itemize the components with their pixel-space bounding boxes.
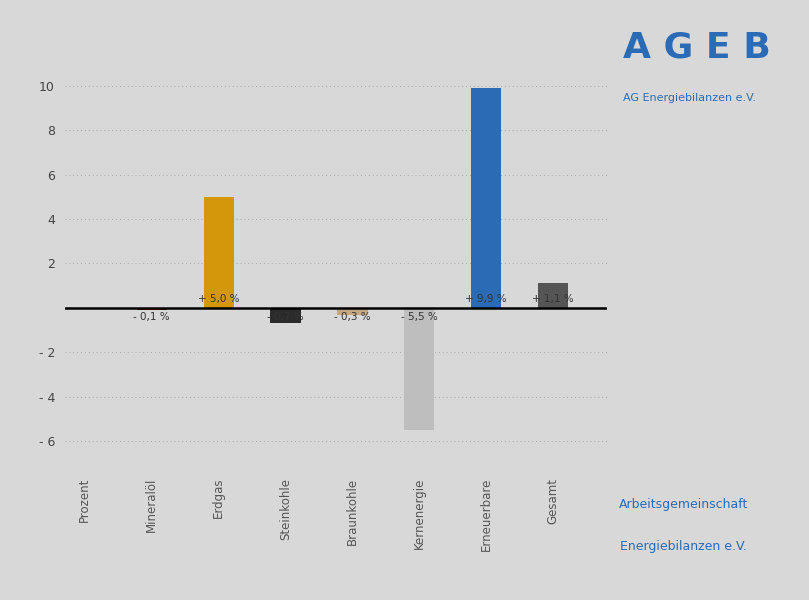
Text: + 1,1 %: + 1,1 % [532,294,574,304]
Bar [204,197,234,308]
Bar [270,308,301,323]
Text: AG Energiebilanzen e.V.: AG Energiebilanzen e.V. [623,93,756,103]
Text: Arbeitsgemeinschaft: Arbeitsgemeinschaft [619,498,748,511]
Bar [137,308,167,310]
Bar [538,283,568,308]
Text: + 5,0 %: + 5,0 % [198,294,239,304]
Text: A G E B: A G E B [623,30,771,64]
Text: - 0,7 %: - 0,7 % [267,312,304,322]
Text: + 9,9 %: + 9,9 % [465,294,507,304]
Text: - 0,1 %: - 0,1 % [133,312,170,322]
Bar [337,308,367,314]
Text: Energiebilanzen e.V.: Energiebilanzen e.V. [621,540,747,553]
Bar [471,88,502,308]
Bar [404,308,434,430]
Text: - 0,3 %: - 0,3 % [334,312,371,322]
Text: - 5,5 %: - 5,5 % [401,312,438,322]
